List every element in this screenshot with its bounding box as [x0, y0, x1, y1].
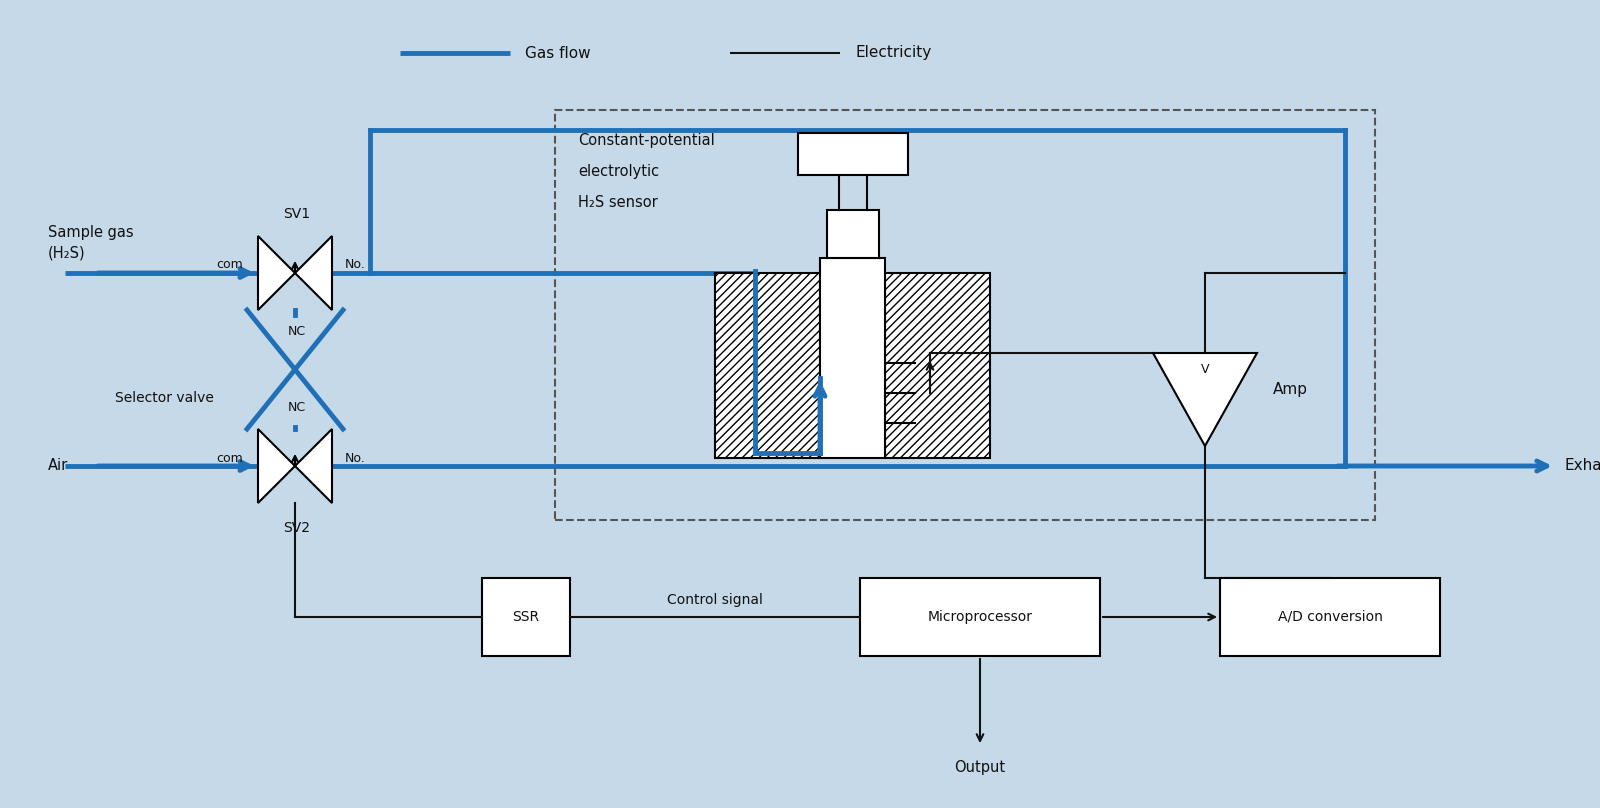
- Text: Output: Output: [955, 760, 1005, 775]
- Text: electrolytic: electrolytic: [578, 164, 659, 179]
- Bar: [797, 133, 907, 175]
- Text: com: com: [216, 452, 243, 465]
- Bar: [861, 578, 1101, 656]
- Bar: [1221, 578, 1440, 656]
- Bar: [482, 578, 570, 656]
- Text: Air: Air: [48, 458, 69, 473]
- Polygon shape: [1154, 353, 1258, 446]
- Polygon shape: [258, 236, 294, 310]
- Bar: [827, 210, 878, 258]
- Text: Selector valve: Selector valve: [115, 391, 214, 405]
- Text: SSR: SSR: [512, 610, 539, 624]
- Text: SV1: SV1: [283, 207, 310, 221]
- Text: Amp: Amp: [1274, 382, 1309, 397]
- Bar: [715, 273, 821, 458]
- Text: Gas flow: Gas flow: [525, 45, 590, 61]
- Text: Sample gas
(H₂S): Sample gas (H₂S): [48, 225, 134, 261]
- Text: NC: NC: [288, 401, 306, 414]
- Text: SV2: SV2: [283, 521, 310, 535]
- Text: Constant-potential: Constant-potential: [578, 133, 715, 148]
- Polygon shape: [258, 429, 294, 503]
- Polygon shape: [294, 429, 333, 503]
- Text: A/D conversion: A/D conversion: [1277, 610, 1382, 624]
- Text: Electricity: Electricity: [854, 45, 931, 61]
- Bar: [885, 273, 990, 458]
- Text: Control signal: Control signal: [667, 593, 763, 607]
- Bar: [555, 110, 1374, 520]
- Text: NC: NC: [288, 325, 306, 338]
- Text: Microprocessor: Microprocessor: [928, 610, 1032, 624]
- Text: H₂S sensor: H₂S sensor: [578, 195, 658, 210]
- Polygon shape: [294, 236, 333, 310]
- Text: V: V: [1200, 363, 1210, 376]
- Text: No.: No.: [346, 452, 366, 465]
- Text: Exhaust: Exhaust: [1565, 458, 1600, 473]
- Text: com: com: [216, 259, 243, 271]
- Text: No.: No.: [346, 259, 366, 271]
- Bar: [821, 258, 885, 458]
